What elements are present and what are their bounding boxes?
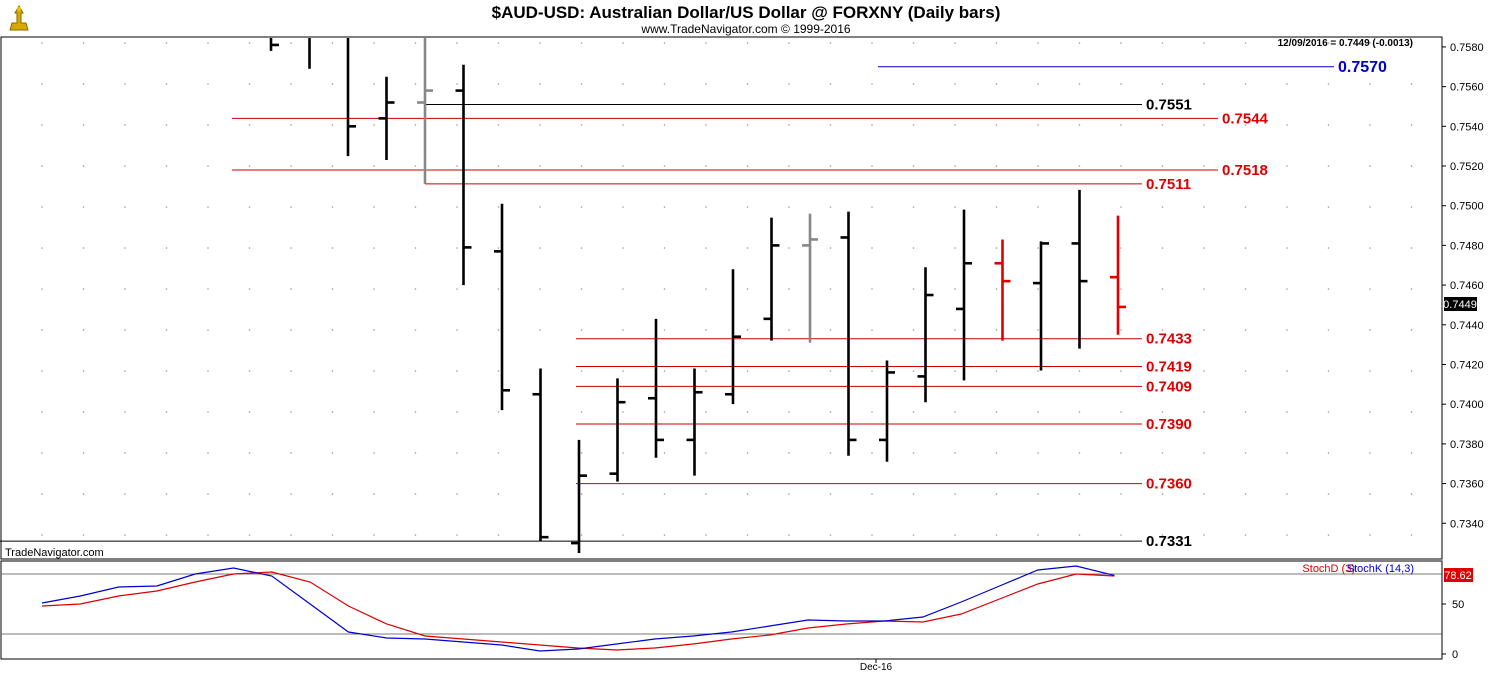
- level-label: 0.7419: [1146, 358, 1192, 375]
- y-tick-label: 0.7340: [1450, 518, 1484, 530]
- watermark: TradeNavigator.com: [5, 547, 104, 559]
- ohlc-bar: [571, 439, 587, 554]
- y-tick-label: 0.7480: [1450, 240, 1484, 252]
- stoch-d-legend: StochD (3): [1302, 563, 1355, 575]
- level-label: 0.7511: [1146, 176, 1191, 193]
- ohlc-bar: [346, 38, 356, 157]
- y-tick-label: 0.7520: [1450, 161, 1484, 173]
- ohlc-bar: [879, 360, 895, 462]
- stoch-value-tag: 78.62: [1444, 570, 1472, 582]
- chart-subtitle: www.TradeNavigator.com © 1999-2016: [640, 22, 850, 36]
- price-grid: [41, 42, 1413, 536]
- level-line: 0.7570: [878, 59, 1387, 76]
- level-label: 0.7331: [1146, 533, 1192, 550]
- stochastic-panel: [0, 560, 1443, 660]
- y-tick-label: 0.7420: [1450, 359, 1484, 371]
- y-tick-label: 0.7580: [1450, 42, 1484, 54]
- y-tick-label: 0.7440: [1450, 320, 1484, 332]
- level-label: 0.7409: [1146, 378, 1192, 395]
- ohlc-bar: [763, 217, 780, 341]
- ohlc-bar: [840, 211, 857, 456]
- level-label: 0.7570: [1338, 59, 1387, 76]
- ohlc-bar: [532, 368, 549, 542]
- stoch-lines: [41, 565, 1115, 652]
- level-line: 0.7433: [576, 331, 1192, 348]
- y-tick-label: 0.7540: [1450, 121, 1484, 133]
- current-price-tag-bg: [1444, 297, 1477, 311]
- ohlc-bar: [417, 38, 433, 184]
- ohlc-bar: [1071, 189, 1088, 349]
- ohlc-bar: [1033, 241, 1049, 371]
- ohlc-bar: [648, 318, 664, 458]
- y-tick-label: 0.7500: [1450, 201, 1484, 213]
- ohlc-bar: [917, 267, 934, 403]
- ohlc-bar: [686, 368, 703, 476]
- price-panel: [0, 36, 1443, 560]
- level-line: 0.7409: [576, 378, 1192, 395]
- level-label: 0.7518: [1222, 162, 1268, 179]
- level-line: 0.7419: [576, 358, 1192, 375]
- ohlc-bar: [725, 269, 741, 405]
- price-y-axis: 0.7580 0.7560 0.7540 0.7520 0.7500 0.7480 0.74…: [1441, 37, 1484, 559]
- ohlc-bar: [609, 378, 626, 482]
- y-tick-label: 0.7360: [1450, 479, 1484, 491]
- ohlc-bar: [269, 38, 279, 51]
- stoch-d-line: [41, 571, 1115, 651]
- ohlc-bar: [956, 209, 972, 381]
- ohlc-bar: [378, 76, 395, 161]
- current-price-tag: 0.7449: [1443, 299, 1477, 311]
- ohlc-bar: [494, 203, 510, 411]
- ohlc-bar: [1110, 215, 1126, 335]
- level-label: 0.7551: [1146, 96, 1192, 113]
- level-label: 0.7390: [1146, 416, 1192, 433]
- level-label: 0.7360: [1146, 476, 1192, 493]
- level-line: 0.7551: [425, 96, 1192, 113]
- y-tick-label: 0.7460: [1450, 280, 1484, 292]
- support-resistance-levels: 0.7570 0.7551 0.7544 0.7518 0.7511 0.7433 0.74…: [0, 59, 1387, 550]
- last-quote: 12/09/2016 = 0.7449 (-0.0013): [1278, 38, 1413, 49]
- level-line: 0.7331: [0, 533, 1192, 550]
- level-label: 0.7433: [1146, 331, 1192, 348]
- level-line: 0.7390: [576, 416, 1192, 433]
- stoch-k-legend: StochK (14,3): [1347, 563, 1414, 575]
- x-axis-label: Dec-16: [860, 662, 893, 673]
- y-tick-label: 0.7560: [1450, 82, 1484, 94]
- ohlc-bar: [802, 213, 818, 343]
- logo: [4, 3, 34, 33]
- level-label: 0.7544: [1222, 110, 1269, 127]
- level-line: 0.7544: [232, 110, 1269, 127]
- y-tick-label: 0.7380: [1450, 439, 1484, 451]
- stoch-tick-0: 0: [1452, 649, 1458, 661]
- stoch-tick-50: 50: [1452, 599, 1464, 611]
- level-line: 0.7360: [576, 476, 1192, 493]
- level-line: 0.7511: [425, 176, 1191, 193]
- stoch-value-tag-bg: [1444, 568, 1473, 582]
- stoch-k-line: [41, 565, 1115, 652]
- ohlc-bar: [455, 64, 472, 286]
- chart-title: $AUD-USD: Australian Dollar/US Dollar @ …: [492, 3, 1001, 22]
- level-line: 0.7518: [232, 162, 1268, 179]
- ohlc-bar: [994, 239, 1011, 341]
- price-bars: [269, 38, 1126, 554]
- y-tick-label: 0.7400: [1450, 399, 1484, 411]
